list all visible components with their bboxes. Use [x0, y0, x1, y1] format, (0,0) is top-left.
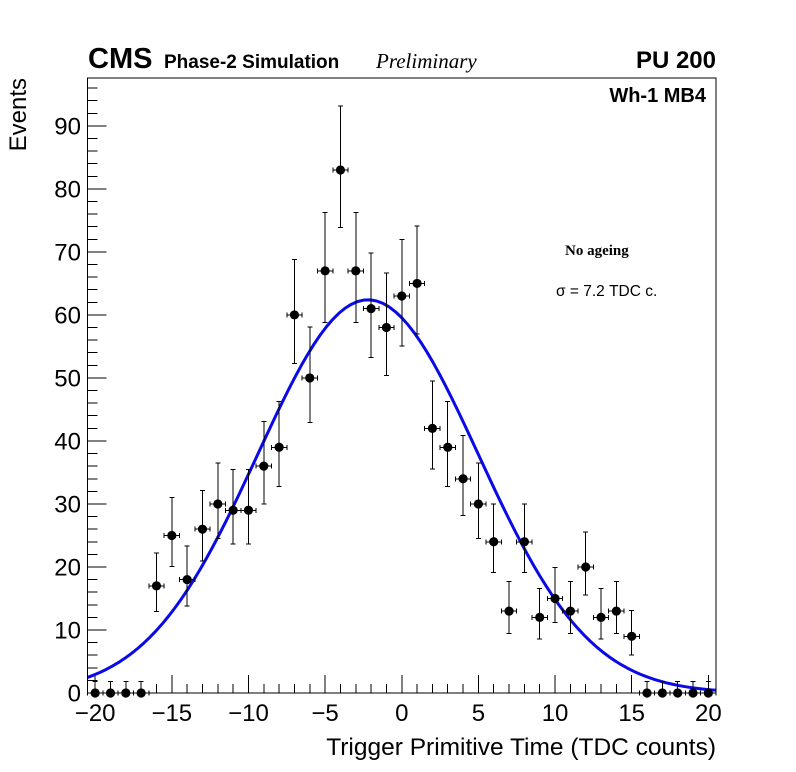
data-marker [443, 442, 453, 452]
plot-frame [87, 77, 717, 694]
data-marker [320, 266, 330, 276]
y-tick-label: 70 [54, 239, 81, 266]
x-tick-label: −5 [311, 700, 338, 727]
data-point [362, 252, 380, 359]
x-tick-label: −15 [151, 700, 192, 727]
data-point [516, 503, 533, 573]
y-tick-label: 40 [54, 428, 81, 455]
condition-label: No ageing [565, 243, 629, 259]
data-marker [228, 505, 238, 515]
data-marker [473, 499, 483, 509]
pileup-label: PU 200 [636, 47, 716, 74]
preliminary-label: Preliminary [375, 49, 477, 73]
data-point [178, 545, 196, 607]
y-tick-label: 20 [54, 554, 81, 581]
y-tick-label: 30 [54, 491, 81, 518]
data-marker [289, 310, 300, 320]
data-marker [627, 631, 637, 641]
data-point [301, 326, 318, 423]
data-marker [366, 304, 376, 314]
x-tick-label: 0 [395, 700, 408, 727]
x-tick-label: −10 [228, 700, 269, 727]
data-point [224, 469, 242, 545]
data-marker [197, 524, 208, 534]
data-marker [611, 606, 621, 616]
data-marker [351, 266, 361, 276]
data-point [608, 581, 625, 634]
data-point [316, 212, 334, 323]
data-point [577, 531, 594, 596]
chamber-label: Wh-1 MB4 [609, 85, 707, 107]
data-point [255, 421, 272, 505]
y-tick-label: 0 [68, 681, 81, 708]
data-point [240, 469, 257, 545]
data-point [393, 238, 410, 347]
data-point [500, 581, 518, 634]
data-marker [412, 278, 422, 289]
data-marker [581, 562, 591, 572]
data-point [270, 400, 288, 487]
data-marker [274, 442, 284, 452]
data-point [424, 380, 441, 470]
data-marker [151, 581, 162, 591]
data-marker [519, 537, 529, 547]
x-axis-title: Trigger Primitive Time (TDC counts) [326, 734, 716, 761]
simulation-label: Phase-2 Simulation [164, 52, 339, 73]
data-point [592, 588, 610, 640]
data-marker [335, 165, 346, 175]
data-point [194, 489, 211, 562]
data-marker [458, 474, 468, 484]
data-marker [182, 574, 192, 585]
data-point [286, 259, 303, 365]
data-points [87, 105, 717, 698]
y-tick-label: 50 [54, 365, 81, 392]
data-marker [550, 593, 560, 604]
y-axis-title: Events [5, 78, 32, 151]
data-marker [489, 537, 499, 547]
data-point [485, 503, 502, 573]
data-marker [243, 505, 254, 515]
data-point [439, 400, 456, 487]
data-marker [305, 373, 315, 383]
data-marker [535, 612, 545, 622]
data-marker [596, 612, 606, 622]
x-tick-label: 15 [618, 700, 645, 727]
data-marker [504, 606, 514, 616]
x-tick-label: 20 [695, 700, 722, 727]
data-point [408, 225, 426, 335]
data-point [332, 105, 349, 228]
data-point [531, 588, 548, 640]
x-tick-label: −20 [75, 700, 116, 727]
data-marker [427, 423, 438, 433]
x-tick-label: 10 [542, 700, 569, 727]
experiment-label: CMS [88, 43, 152, 75]
data-point [623, 609, 640, 656]
tick-labels: −20 −15 −10 −5 0 5 10 15 20 0 10 20 30 40 50 60 70 80 90 [54, 113, 721, 727]
data-marker [167, 530, 177, 541]
data-point [148, 552, 165, 613]
data-point [546, 566, 564, 624]
resolution-label: σ = 7.2 TDC c. [556, 283, 657, 300]
data-point [470, 462, 487, 539]
data-point [347, 212, 364, 323]
y-tick-label: 10 [54, 617, 81, 644]
y-tick-label: 90 [54, 113, 81, 140]
data-marker [213, 499, 223, 509]
data-point [562, 581, 579, 634]
y-tick-label: 60 [54, 302, 81, 329]
data-marker [259, 461, 269, 471]
data-point [454, 434, 472, 516]
data-marker [381, 322, 392, 333]
data-marker [565, 606, 575, 616]
data-point [378, 272, 395, 376]
y-tick-label: 80 [54, 176, 81, 203]
data-marker [397, 291, 407, 301]
x-tick-label: 5 [472, 700, 485, 727]
data-point [163, 496, 180, 568]
data-point [209, 462, 226, 539]
